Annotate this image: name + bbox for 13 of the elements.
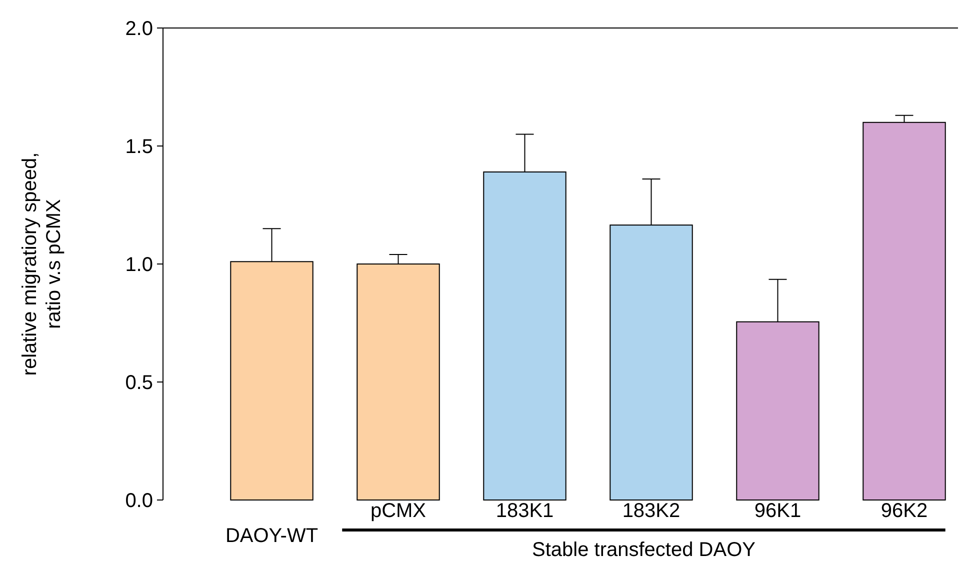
x-tick-label: pCMX bbox=[370, 500, 426, 522]
x-tick-label: 96K1 bbox=[754, 500, 802, 522]
text: Stable transfected DAOY bbox=[532, 539, 756, 561]
y-tick-label: 0.0 bbox=[125, 490, 153, 512]
x-tick-label: 183K1 bbox=[496, 500, 554, 522]
x-tick-label: 96K2 bbox=[880, 500, 928, 522]
y-tick-label: 1.5 bbox=[125, 136, 153, 158]
y-tick-label: 1.0 bbox=[125, 254, 153, 276]
y-axis-title: relative migratiory speed, ratio v.s pCMX bbox=[19, 152, 65, 376]
y-tick-label: 0.5 bbox=[125, 372, 153, 394]
x-tick-label: DAOY-WT bbox=[225, 525, 318, 547]
x-tick-label: 183K2 bbox=[622, 500, 680, 522]
y-tick-label: 2.0 bbox=[125, 18, 153, 40]
